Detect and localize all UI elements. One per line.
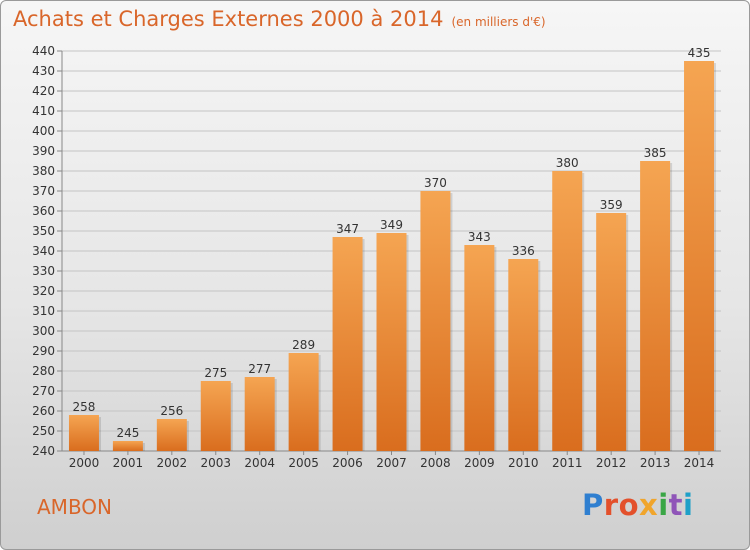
y-tick-label: 300 <box>32 324 55 338</box>
x-tick-label: 2012 <box>596 456 627 470</box>
bar <box>376 233 407 451</box>
bars <box>68 61 717 451</box>
bar-value-label: 347 <box>336 222 359 236</box>
bar <box>596 213 627 451</box>
chart-subtitle: (en milliers d'€) <box>451 15 546 29</box>
bar-value-label: 256 <box>160 404 183 418</box>
proxiti-logo[interactable]: Proxiti <box>582 488 694 522</box>
y-tick-label: 390 <box>32 144 55 158</box>
bar <box>508 259 539 451</box>
chart-title: Achats et Charges Externes 2000 à 2014 <box>13 7 444 31</box>
logo-part: i <box>658 488 669 522</box>
y-tick-label: 360 <box>32 204 55 218</box>
bar <box>156 419 187 451</box>
logo-part: i <box>683 488 694 522</box>
bar <box>464 245 495 451</box>
x-tick-label: 2014 <box>684 456 715 470</box>
bar <box>288 353 319 451</box>
x-tick-label: 2004 <box>244 456 275 470</box>
y-tick-label: 370 <box>32 184 55 198</box>
x-tick-label: 2011 <box>552 456 583 470</box>
x-tick-label: 2002 <box>157 456 188 470</box>
y-tick-label: 340 <box>32 244 55 258</box>
y-tick-label: 400 <box>32 124 55 138</box>
y-tick-label: 290 <box>32 344 55 358</box>
x-tick-label: 2006 <box>332 456 363 470</box>
y-tick-label: 240 <box>32 444 55 458</box>
y-tick-label: 430 <box>32 64 55 78</box>
y-tick-label: 310 <box>32 304 55 318</box>
logo-part: t <box>668 488 684 522</box>
x-tick-label: 2000 <box>69 456 100 470</box>
bar <box>332 237 363 451</box>
x-tick-label: 2009 <box>464 456 495 470</box>
bar <box>684 61 715 451</box>
y-tick-label: 320 <box>32 284 55 298</box>
y-tick-label: 410 <box>32 104 55 118</box>
bar-value-label: 349 <box>380 218 403 232</box>
x-tick-label: 2010 <box>508 456 539 470</box>
y-tick-label: 440 <box>32 44 55 58</box>
bar-value-label: 277 <box>248 362 271 376</box>
bar-value-label: 258 <box>73 400 96 414</box>
bar-value-label: 370 <box>424 176 447 190</box>
commune-name: AMBON <box>37 495 113 519</box>
x-tick-label: 2005 <box>288 456 319 470</box>
y-tick-label: 420 <box>32 84 55 98</box>
x-tick-label: 2007 <box>376 456 407 470</box>
bar-value-label: 385 <box>644 146 667 160</box>
bar <box>552 171 583 451</box>
y-tick-label: 270 <box>32 384 55 398</box>
x-tick-label: 2003 <box>200 456 231 470</box>
bar-value-label: 359 <box>600 198 623 212</box>
bar-value-label: 289 <box>292 338 315 352</box>
bar-value-label: 380 <box>556 156 579 170</box>
bar <box>112 441 143 451</box>
logo-part: ro <box>603 488 639 522</box>
bar-value-label: 245 <box>116 426 139 440</box>
x-tick-label: 2008 <box>420 456 451 470</box>
bar-value-label: 275 <box>204 366 227 380</box>
y-tick-label: 250 <box>32 424 55 438</box>
bar <box>200 381 231 451</box>
bar-value-label: 435 <box>688 46 711 60</box>
logo-part: x <box>639 488 659 522</box>
x-tick-label: 2013 <box>640 456 671 470</box>
logo-part: P <box>582 488 604 522</box>
bar <box>640 161 671 451</box>
bar <box>68 415 99 451</box>
bar-value-label: 343 <box>468 230 491 244</box>
bar <box>420 191 451 451</box>
labels: 240 250 260 270 280 290 300 310 320 330 340 350 360 3… <box>32 44 714 470</box>
x-tick-label: 2001 <box>113 456 144 470</box>
y-tick-label: 280 <box>32 364 55 378</box>
y-tick-label: 330 <box>32 264 55 278</box>
y-tick-label: 350 <box>32 224 55 238</box>
bar <box>244 377 275 451</box>
chart-title-block: Achats et Charges Externes 2000 à 2014 (e… <box>13 7 546 31</box>
bar-value-label: 336 <box>512 244 535 258</box>
y-tick-label: 260 <box>32 404 55 418</box>
y-tick-label: 380 <box>32 164 55 178</box>
